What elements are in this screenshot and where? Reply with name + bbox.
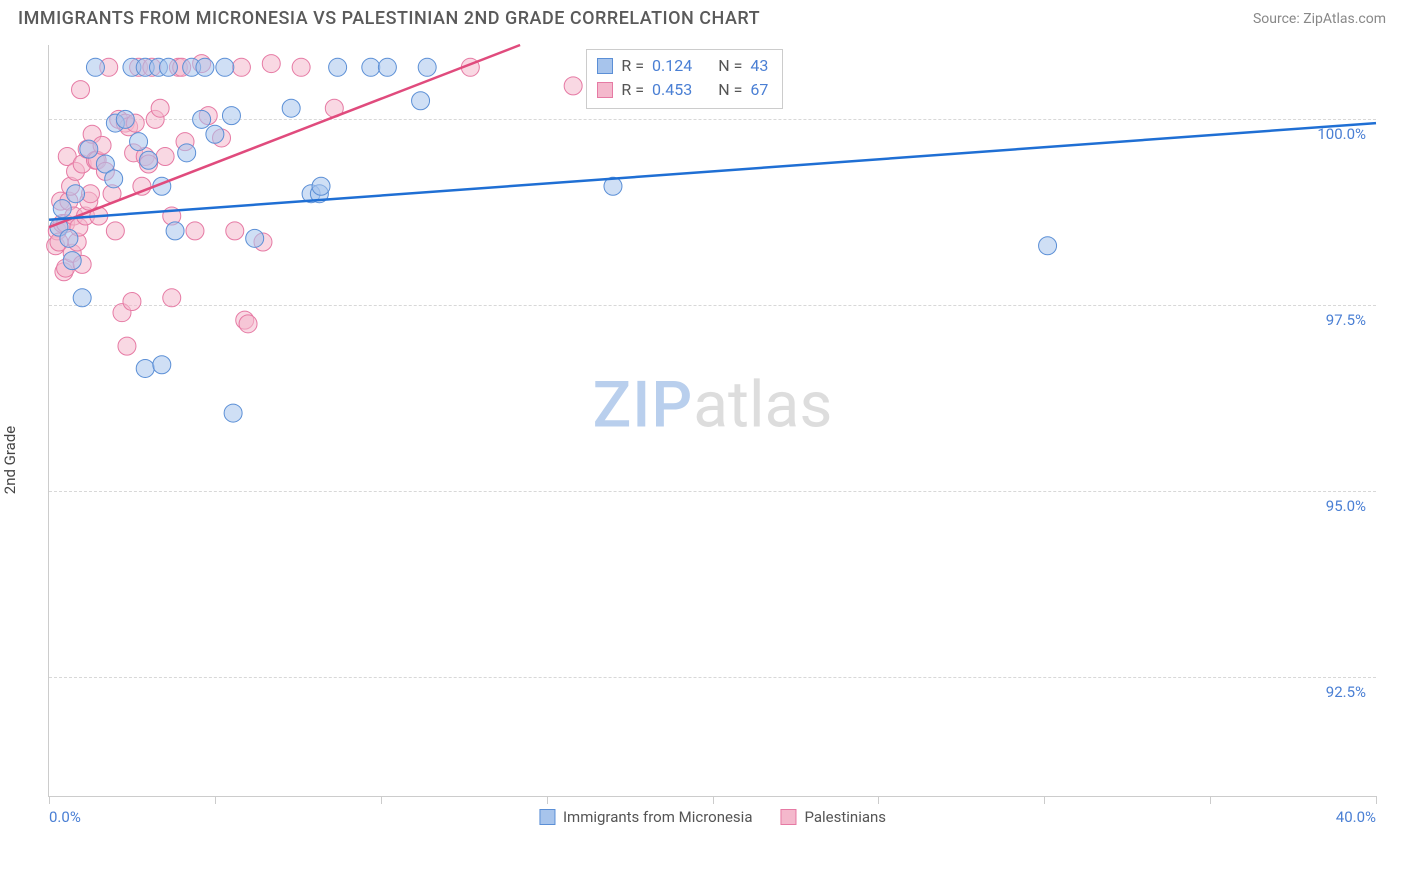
scatter-point [222, 107, 240, 125]
scatter-point [196, 58, 214, 76]
series-legend: Immigrants from Micronesia Palestinians [539, 808, 886, 826]
scatter-point [282, 99, 300, 117]
x-tick [1210, 796, 1211, 804]
scatter-point [178, 144, 196, 162]
scatter-point [232, 58, 250, 76]
scatter-point [80, 140, 98, 158]
scatter-point [1039, 237, 1057, 255]
scatter-point [163, 289, 181, 307]
scatter-point [412, 92, 430, 110]
x-tick [547, 796, 548, 804]
scatter-point [53, 200, 71, 218]
scatter-point [206, 125, 224, 143]
n-value: 67 [750, 78, 768, 102]
r-label: R = [621, 78, 644, 102]
x-tick-label: 0.0% [49, 808, 81, 826]
legend-swatch-icon [780, 809, 796, 825]
scatter-point [262, 55, 280, 73]
r-value: 0.124 [652, 54, 692, 78]
scatter-point [378, 58, 396, 76]
legend-label: Immigrants from Micronesia [563, 808, 753, 826]
scatter-point [226, 222, 244, 240]
x-tick [878, 796, 879, 804]
scatter-point [106, 222, 124, 240]
scatter-point [67, 185, 85, 203]
trend-line [49, 123, 1376, 220]
plot-area: ZIPatlas R =0.124N =43R =0.453N =67 Immi… [48, 45, 1376, 797]
n-value: 43 [750, 54, 768, 78]
scatter-point [136, 359, 154, 377]
scatter-point [86, 58, 104, 76]
legend-item: Palestinians [780, 808, 886, 826]
legend-swatch-icon [597, 58, 613, 74]
scatter-point [362, 58, 380, 76]
x-tick-label: 40.0% [1336, 808, 1376, 826]
legend-item: Immigrants from Micronesia [539, 808, 753, 826]
scatter-point [239, 315, 257, 333]
x-tick [1044, 796, 1045, 804]
chart-title: IMMIGRANTS FROM MICRONESIA VS PALESTINIA… [18, 8, 760, 29]
scatter-point [216, 58, 234, 76]
scatter-point [60, 229, 78, 247]
r-label: R = [621, 54, 644, 78]
stats-row: R = 0.124 N = 43 [597, 54, 768, 78]
scatter-point [166, 222, 184, 240]
legend-swatch-icon [597, 82, 613, 98]
scatter-point [130, 133, 148, 151]
x-tick [713, 796, 714, 804]
legend-swatch-icon [539, 809, 555, 825]
y-axis-label: 2nd Grade [1, 426, 19, 494]
r-value: 0.453 [652, 78, 692, 102]
scatter-point [153, 356, 171, 374]
x-tick [381, 796, 382, 804]
scatter-point [123, 293, 141, 311]
chart-svg [49, 45, 1376, 796]
scatter-point [105, 170, 123, 188]
scatter-point [292, 58, 310, 76]
n-label: N = [718, 78, 742, 102]
stats-row: R = 0.453 N = 67 [597, 78, 768, 102]
scatter-point [246, 229, 264, 247]
stats-legend-box: R = 0.124 N = 43 R = 0.453 N = 67 [586, 49, 783, 109]
scatter-point [116, 110, 134, 128]
scatter-point [564, 77, 582, 95]
x-tick [1376, 796, 1377, 804]
legend-label: Palestinians [804, 808, 886, 826]
x-tick [215, 796, 216, 804]
scatter-point [418, 58, 436, 76]
scatter-point [329, 58, 347, 76]
scatter-point [193, 110, 211, 128]
scatter-point [72, 81, 90, 99]
scatter-point [118, 337, 136, 355]
scatter-point [140, 151, 158, 169]
scatter-point [73, 289, 91, 307]
scatter-point [186, 222, 204, 240]
x-tick [49, 796, 50, 804]
trend-line [49, 45, 520, 227]
scatter-point [156, 148, 174, 166]
source-label: Source: ZipAtlas.com [1253, 11, 1386, 27]
n-label: N = [718, 54, 742, 78]
scatter-point [224, 404, 242, 422]
scatter-point [312, 177, 330, 195]
scatter-point [159, 58, 177, 76]
scatter-point [151, 99, 169, 117]
scatter-point [63, 252, 81, 270]
